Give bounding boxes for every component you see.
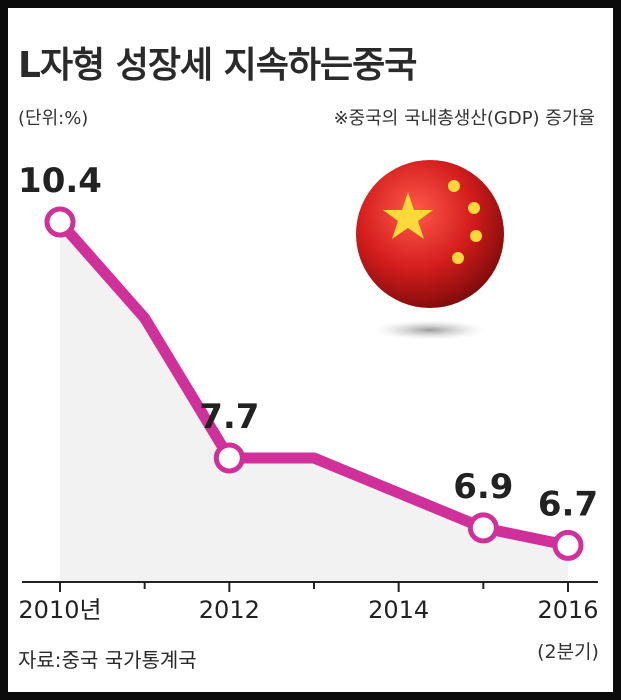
data-point [552,529,584,561]
unit-label: (단위:%) [18,108,89,129]
chart-title: L자형 성장세 지속하는중국 [18,45,417,86]
data-point [44,206,76,238]
x-tick-label: 2010년 [18,596,101,624]
area-fill [60,222,568,582]
note-label: ※중국의 국내총생산(GDP) 증가율 [333,108,595,129]
x-tick-sublabel: (2분기) [537,641,599,663]
source-label: 자료:중국 국가통계국 [18,648,197,672]
x-tick-label: 2014 [368,596,429,624]
china-flag-icon [356,160,504,340]
x-tick-label: 2016 [537,596,598,624]
data-label: 7.7 [199,397,259,437]
x-tick-label: 2012 [199,596,260,624]
data-label: 6.7 [538,484,598,524]
data-point [467,512,499,544]
data-label: 10.4 [18,161,102,201]
data-point [213,442,245,474]
data-label: 6.9 [453,467,513,507]
